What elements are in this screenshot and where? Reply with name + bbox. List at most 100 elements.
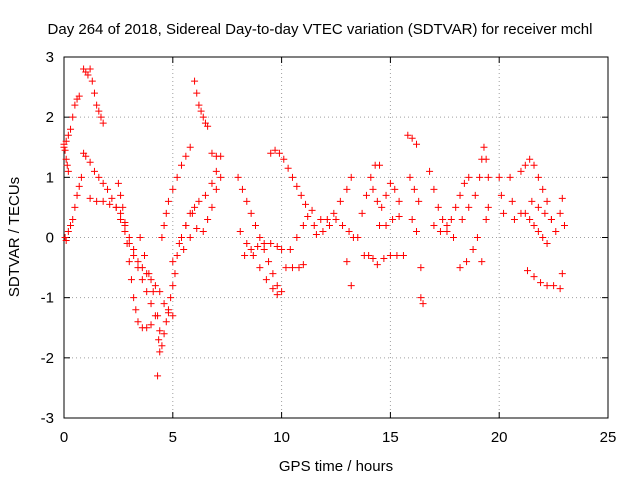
data-point <box>99 179 107 187</box>
data-point <box>347 282 355 290</box>
data-point <box>67 221 75 229</box>
data-point <box>393 252 401 260</box>
data-point <box>484 173 492 181</box>
data-point <box>510 215 518 223</box>
data-point <box>404 131 412 139</box>
data-point <box>269 270 277 278</box>
data-point <box>386 252 394 260</box>
data-point <box>319 227 327 235</box>
data-point <box>456 191 464 199</box>
data-point <box>484 203 492 211</box>
data-point <box>530 161 538 169</box>
data-point <box>288 264 296 272</box>
data-point <box>97 113 105 121</box>
data-point <box>380 255 388 263</box>
data-point <box>539 185 547 193</box>
data-point <box>90 167 98 175</box>
data-point <box>286 246 294 254</box>
data-point <box>136 234 144 241</box>
data-point <box>90 89 98 97</box>
data-point <box>61 234 69 241</box>
data-point <box>358 209 366 217</box>
data-point <box>308 206 316 214</box>
data-point <box>167 294 175 302</box>
data-point <box>193 224 201 232</box>
data-point <box>434 203 442 211</box>
data-point <box>195 101 203 109</box>
data-point <box>77 173 85 181</box>
data-point <box>330 209 338 217</box>
data-point <box>134 258 142 266</box>
data-point <box>547 215 555 223</box>
data-point <box>430 221 438 229</box>
data-point <box>199 227 207 235</box>
data-point <box>450 234 458 241</box>
data-point <box>526 155 534 163</box>
data-point <box>162 318 170 326</box>
data-point <box>269 285 277 293</box>
data-point <box>399 252 407 260</box>
data-point <box>558 194 566 202</box>
data-point <box>119 203 127 211</box>
data-point <box>175 240 183 248</box>
data-point <box>191 77 199 85</box>
data-point <box>275 149 283 157</box>
data-point <box>171 270 179 278</box>
data-point <box>147 300 155 308</box>
data-point <box>256 264 264 272</box>
data-point <box>443 221 451 229</box>
y-tick-labels: -3 -2 -1 0 1 2 3 <box>41 49 54 427</box>
data-point <box>67 125 75 133</box>
data-point <box>156 288 164 296</box>
data-points <box>60 65 568 380</box>
data-point <box>125 258 133 266</box>
data-point <box>188 209 196 217</box>
data-point <box>534 227 542 235</box>
axis-ticks <box>63 56 609 419</box>
data-point <box>299 261 307 269</box>
data-point <box>343 258 351 266</box>
data-point <box>169 185 177 193</box>
data-point <box>317 215 325 223</box>
y-tick-label: -3 <box>41 410 54 427</box>
data-point <box>417 294 425 302</box>
data-point <box>447 215 455 223</box>
data-point <box>369 185 377 193</box>
data-point <box>82 152 90 160</box>
y-tick-label: 0 <box>46 230 54 247</box>
series-mid-band <box>169 149 225 266</box>
data-point <box>508 197 516 205</box>
series-dip-recovery <box>136 203 199 380</box>
data-point <box>156 327 164 335</box>
data-point <box>130 294 138 302</box>
data-point <box>406 173 414 181</box>
data-point <box>478 258 486 266</box>
data-point <box>267 149 275 157</box>
data-point <box>378 203 386 211</box>
y-tick-label: 1 <box>46 169 54 186</box>
data-point <box>413 227 421 235</box>
data-point <box>95 173 103 181</box>
data-point <box>84 71 92 79</box>
y-axis-label: SDTVAR / TECUs <box>6 177 23 297</box>
data-point <box>273 282 281 290</box>
data-point <box>556 209 564 217</box>
data-point <box>262 276 270 284</box>
data-point <box>99 197 107 205</box>
data-point <box>186 234 194 241</box>
data-point <box>130 246 138 254</box>
data-point <box>382 191 390 199</box>
data-point <box>182 221 190 229</box>
data-point <box>382 221 390 229</box>
series-seg-11-14 <box>310 161 384 290</box>
data-point <box>558 270 566 278</box>
data-point <box>304 212 312 220</box>
x-tick-labels: 0 5 10 15 20 25 <box>60 429 617 446</box>
data-point <box>254 243 262 251</box>
data-point <box>463 258 471 266</box>
series-lower-loop <box>180 173 225 254</box>
data-point <box>251 221 259 229</box>
data-point <box>362 191 370 199</box>
data-point <box>373 261 381 269</box>
data-point <box>497 191 505 199</box>
